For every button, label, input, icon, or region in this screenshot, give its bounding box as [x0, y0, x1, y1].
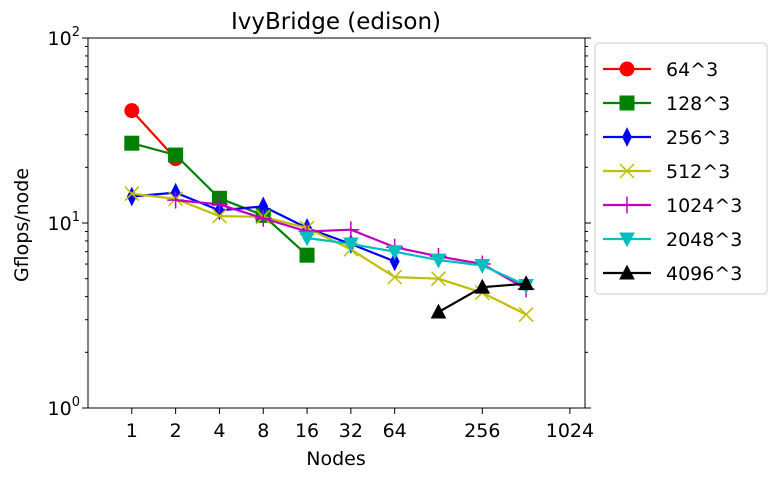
x-tick-label: 1: [126, 420, 138, 442]
data-point: [389, 251, 400, 272]
data-point: [124, 103, 140, 119]
series-6: [430, 275, 534, 319]
x-tick-label: 64: [383, 420, 407, 442]
series-line: [306, 236, 527, 287]
legend-marker: [619, 264, 635, 280]
legend-box: [594, 42, 768, 295]
data-point: [430, 271, 447, 287]
data-point: [124, 135, 140, 151]
legend-marker: [619, 61, 635, 77]
legend-label: 2048^3: [666, 229, 742, 251]
legend-label: 4096^3: [666, 263, 742, 285]
data-point: [167, 191, 185, 209]
legend-label: 64^3: [666, 59, 718, 81]
y-axis: 100 101 102: [48, 25, 591, 420]
legend-entry: 64^3: [603, 59, 718, 81]
x-axis: 1 2 4 8 16 32 64 256 1024: [126, 408, 594, 442]
series-line: [131, 192, 527, 316]
x-tick-label: 256: [464, 420, 500, 442]
data-point: [343, 237, 359, 253]
plot-area: [87, 37, 586, 409]
data-point: [299, 247, 315, 263]
legend-label: 512^3: [666, 161, 730, 183]
x-tick-label: 16: [295, 420, 319, 442]
x-tick-label: 32: [339, 420, 363, 442]
data-point: [211, 196, 228, 213]
data-point: [254, 209, 272, 227]
x-tick-label: 2: [170, 420, 182, 442]
x-tick-label: 1024: [546, 420, 594, 442]
data-point: [430, 253, 447, 269]
data-point: [518, 275, 534, 291]
data-point: [386, 245, 403, 261]
legend-label: 1024^3: [666, 195, 742, 217]
data-point: [168, 147, 184, 163]
data-point: [124, 186, 140, 202]
legend-entry: 256^3: [603, 127, 730, 149]
y-tick-label: 100: [48, 395, 80, 420]
plot-frame: [87, 37, 586, 409]
y-tick-label: 101: [48, 210, 80, 235]
data-point: [387, 269, 403, 285]
legend-marker: [618, 196, 636, 214]
legend-entry: 4096^3: [603, 263, 742, 285]
x-tick-label: 4: [213, 420, 225, 442]
legend-entry: 128^3: [603, 93, 730, 115]
series-layer: [124, 103, 535, 323]
legend-label: 256^3: [666, 127, 730, 149]
legend-entry: 1024^3: [603, 195, 742, 217]
legend-marker: [619, 163, 635, 179]
data-point: [342, 221, 360, 239]
x-axis-title: Nodes: [306, 448, 366, 470]
legend-entry: 2048^3: [603, 229, 742, 251]
data-point: [211, 208, 227, 224]
x-tick-label: 8: [257, 420, 269, 442]
legend-entry: 512^3: [603, 161, 730, 183]
legend-marker: [619, 232, 635, 248]
data-point: [474, 278, 491, 294]
legend-marker: [622, 127, 632, 147]
legend-label: 128^3: [666, 93, 730, 115]
data-point: [299, 231, 315, 247]
legend: 64^3 128^3 256^3 512^3 1024^3 2048^3 4096^3: [594, 42, 768, 295]
chart-title: IvyBridge (edison): [231, 9, 441, 35]
data-point: [430, 303, 447, 319]
data-point: [518, 307, 534, 323]
data-point: [474, 258, 491, 274]
y-axis-title: Gflops/node: [11, 168, 33, 282]
legend-marker: [619, 95, 635, 111]
y-tick-label: 102: [48, 25, 80, 50]
